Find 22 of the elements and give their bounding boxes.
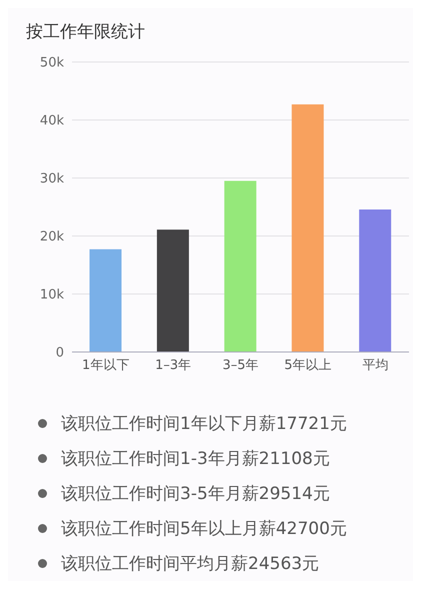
bar bbox=[359, 210, 392, 352]
text: 该职位工作时间1-3年月薪21108元 bbox=[61, 448, 330, 470]
x-tick-label: 3–5年 bbox=[222, 358, 259, 374]
x-tick-label: 平均 bbox=[362, 358, 388, 374]
x-tick-label: 5年以上 bbox=[284, 358, 332, 374]
y-tick-label: 0 bbox=[56, 346, 64, 361]
text: 该职位工作时间3-5年月薪29514元 bbox=[61, 483, 330, 505]
x-tick-label: 1–3年 bbox=[155, 358, 192, 374]
y-tick-label: 30k bbox=[40, 172, 64, 187]
text: 该职位工作时间平均月薪24563元 bbox=[61, 553, 320, 575]
bar bbox=[156, 230, 189, 352]
y-tick-label: 40k bbox=[40, 114, 64, 129]
x-tick-label: 1年以下 bbox=[82, 358, 130, 374]
bar bbox=[90, 249, 122, 352]
bar bbox=[292, 104, 324, 352]
bar bbox=[224, 180, 256, 352]
y-tick-label: 50k bbox=[40, 56, 64, 71]
text: 该职位工作时间1年以下月薪17721元 bbox=[61, 413, 347, 435]
text: 该职位工作时间5年以上月薪42700元 bbox=[61, 518, 347, 540]
y-tick-label: 20k bbox=[40, 230, 64, 245]
y-tick-label: 10k bbox=[40, 288, 64, 303]
chart-title: 按工作年限统计 bbox=[25, 21, 146, 44]
